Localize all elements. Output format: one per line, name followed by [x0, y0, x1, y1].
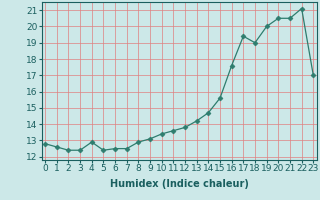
- X-axis label: Humidex (Indice chaleur): Humidex (Indice chaleur): [110, 179, 249, 189]
